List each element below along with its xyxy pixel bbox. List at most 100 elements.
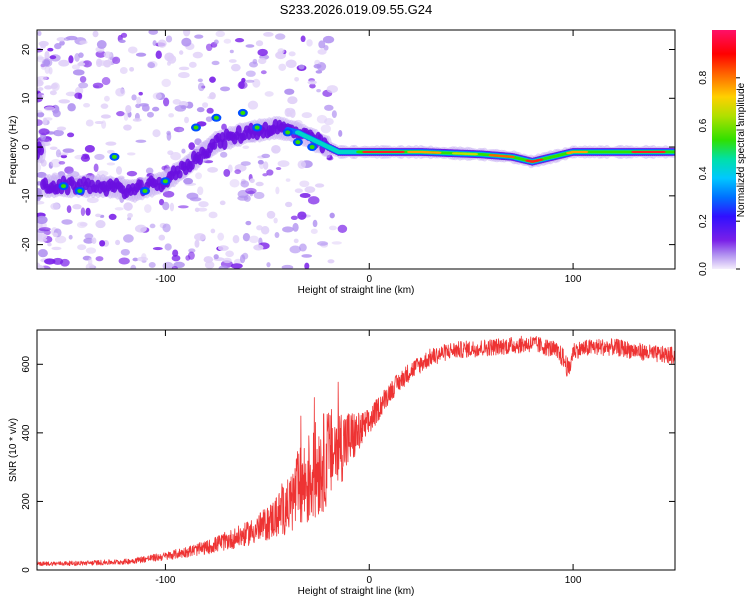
spectrogram-noise-blob (266, 169, 274, 176)
spectrogram-noise-blob (202, 102, 209, 108)
spectrogram-noise-blob (49, 90, 57, 96)
spectrogram-noise-blob (253, 191, 265, 200)
spectrogram-noise-blob (322, 35, 335, 44)
spectrogram-noise-blob (277, 160, 290, 168)
spectrogram-noise-blob (170, 152, 182, 161)
spectrogram-noise-blob (171, 254, 181, 262)
spectrogram-noise-blob (274, 232, 280, 238)
spectrogram-blob-core (162, 179, 168, 184)
snr-frame (36, 329, 676, 571)
colorbar-tick-label: 0.6 (698, 118, 709, 132)
spectrogram-noise-blob (152, 129, 161, 138)
spectrogram-noise-blob (100, 114, 111, 119)
spectrogram-noise-blob (220, 86, 231, 92)
spectrogram-noise-blob (188, 248, 196, 253)
y-tick-label: 400 (21, 424, 32, 441)
spectrogram-noise-blob (47, 47, 54, 52)
spectrogram-noise-blob (126, 152, 136, 156)
spectrogram-noise-blob (232, 235, 240, 244)
spectrogram-noise-blob (197, 207, 208, 212)
spectrogram-noise-blob (245, 187, 257, 194)
spectrogram-noise-blob (228, 59, 237, 63)
spectrogram-noise-blob (234, 38, 245, 43)
spectrogram-noise-blob (105, 141, 117, 146)
y-tick-label: 10 (21, 92, 32, 104)
spectrogram-noise-blob (245, 220, 252, 226)
spectrogram-noise-blob (178, 66, 190, 71)
x-tick-label: -100 (155, 274, 175, 285)
spectrogram-blob-core (309, 145, 315, 150)
spectrogram-noise-blob (65, 91, 77, 97)
spectrogram-noise-blob (255, 181, 264, 187)
colorbar-ticks: 0.0 0.2 0.4 0.6 0.8 (698, 70, 740, 276)
spectrogram-noise-blob (120, 248, 130, 256)
spectrogram-noise-blob (298, 243, 307, 252)
spectrogram-noise-blob (95, 213, 102, 218)
spectrogram-noise-blob (131, 94, 137, 101)
spectrogram-noise-blob (209, 92, 216, 100)
spectrogram-noise-blob (194, 34, 204, 39)
spectrogram-noise-blob (101, 77, 111, 86)
spectrogram-blob-core (295, 140, 301, 145)
spectrogram-noise-blob (126, 170, 138, 177)
spectrogram-noise-blob (189, 197, 202, 202)
spectrogram-noise-blob (294, 188, 303, 194)
spectrogram-noise-blob (85, 247, 97, 254)
spectrogram-noise-blob (329, 212, 335, 219)
spectrogram-noise-blob (148, 262, 156, 268)
spectrogram-noise-blob (185, 255, 191, 261)
spectrogram-noise-blob (37, 265, 45, 269)
spectrogram-noise-blob (50, 158, 62, 168)
spectrogram-noise-blob (290, 215, 298, 220)
spectrogram-noise-blob (188, 61, 197, 68)
spectrogram-noise-blob (194, 138, 202, 146)
spectrogram-noise-blob (58, 99, 71, 104)
spectrogram-noise-blob (196, 107, 205, 113)
spectrogram-noise-blob (119, 67, 128, 75)
spectrogram-noise-blob (123, 234, 134, 243)
spectrogram-hot-spot (537, 158, 544, 161)
spectrogram-noise-blob (287, 96, 298, 105)
spectrogram-noise-blob (183, 177, 194, 185)
spectrogram-noise-blob (96, 170, 109, 177)
spectrogram-noise-blob (240, 180, 250, 188)
spectrogram-noise-blob (99, 240, 106, 247)
spectrogram-noise-blob (263, 31, 274, 37)
spectrogram-noise-blob (184, 116, 189, 124)
spectrogram-blob-core (285, 130, 291, 135)
spectrogram-noise-blob (314, 183, 325, 188)
spectrogram-noise-blob (292, 222, 299, 232)
spectrogram-noise-blob (229, 49, 234, 54)
spectrogram-noise-blob (234, 169, 242, 175)
spectrogram-blob-core (254, 125, 260, 130)
spectrogram-noise-blob (169, 202, 175, 212)
spectrogram-noise-blob (74, 53, 80, 62)
spectrogram-noise-blob (38, 249, 48, 258)
spectrogram-noise-blob (146, 111, 154, 118)
spectrogram-noise-blob (44, 50, 50, 60)
spectrogram-noise-blob (210, 228, 216, 234)
spectrogram-noise-blob (264, 91, 274, 97)
spectrogram-noise-blob (213, 254, 219, 260)
spectrogram-noise-blob (50, 83, 58, 89)
spectrogram-ridge-body (221, 138, 228, 151)
spectrogram-noise-blob (56, 37, 66, 42)
spectrogram-y-ticks: -20 -10 0 10 20 (21, 44, 675, 252)
spectrogram-noise-blob (37, 87, 44, 91)
spectrogram-noise-blob (271, 144, 281, 154)
spectrogram-noise-blob (37, 75, 48, 81)
spectrogram-noise-blob (83, 237, 94, 244)
spectrogram-noise-blob (86, 197, 99, 204)
spectrogram-noise-blob (181, 148, 186, 154)
spectrogram-noise-blob (266, 210, 276, 219)
spectrogram-noise-blob (328, 225, 337, 231)
spectrogram-noise-blob (123, 124, 132, 131)
spectrogram-noise-blob (230, 263, 243, 269)
spectrogram-noise-blob (338, 130, 343, 137)
spectrogram-noise-blob (245, 44, 255, 48)
spectrogram-noise-blob (83, 103, 91, 108)
spectrogram-noise-blob (115, 239, 121, 246)
spectrogram-noise-blob (294, 76, 300, 82)
